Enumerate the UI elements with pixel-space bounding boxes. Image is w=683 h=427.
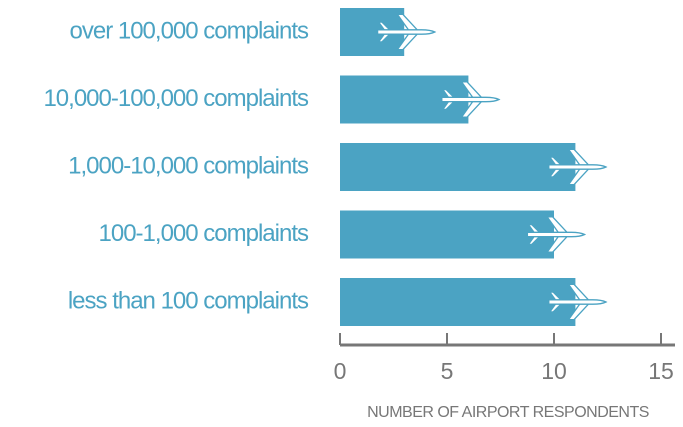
x-tick-label: 15	[648, 358, 674, 384]
plane-icon	[548, 148, 608, 186]
bar	[340, 278, 576, 326]
plane-icon	[441, 81, 501, 118]
category-label: less than 100 complaints	[68, 287, 309, 314]
category-label: 10,000-100,000 complaints	[43, 85, 309, 112]
x-tick-label: 0	[334, 358, 347, 384]
category-label: over 100,000 complaints	[70, 17, 309, 44]
plane-icon	[526, 216, 587, 253]
plane-icon	[548, 283, 608, 321]
bar	[340, 143, 576, 191]
x-tick-label: 10	[541, 358, 567, 384]
x-axis-label: NUMBER OF AIRPORT RESPONDENTS	[367, 404, 649, 421]
x-tick-label: 5	[441, 358, 454, 384]
plane-icon	[376, 13, 437, 51]
bar	[340, 210, 554, 259]
category-label: 100-1,000 complaints	[99, 220, 309, 247]
category-label: 1,000-10,000 complaints	[68, 152, 309, 179]
